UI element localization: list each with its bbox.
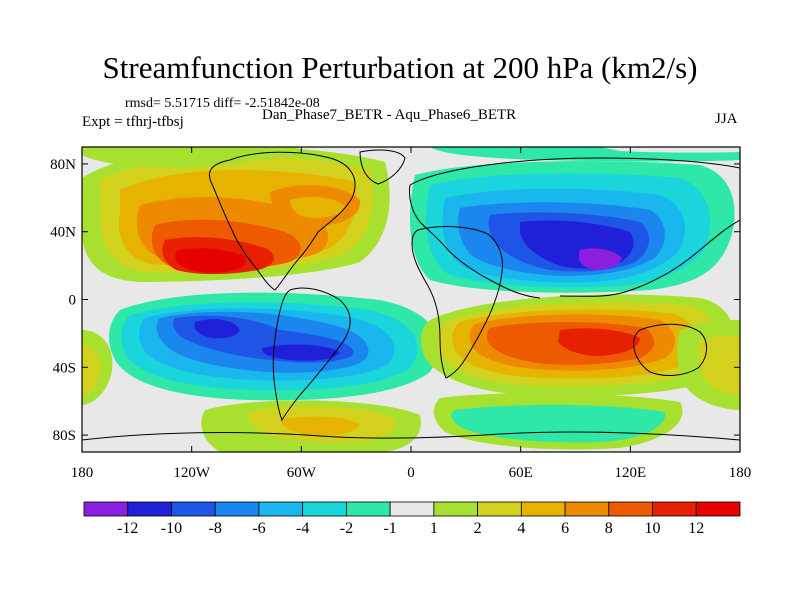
ioh-level-6 — [558, 328, 640, 356]
colorbar-swatch-2 — [171, 501, 216, 517]
north-pacific-high-contours — [82, 147, 390, 282]
spl-level-7 — [261, 344, 340, 361]
season-label: JJA — [715, 111, 738, 127]
coast-south-america — [272, 287, 351, 422]
streamfunction-field — [82, 147, 740, 452]
axis-ticks: 180 120W 60W 0 60E 120E 180 80N 40N 0 40S 80S — [50, 147, 751, 481]
colorbar-swatch-12 — [608, 501, 653, 517]
x-tick-label-0: 180 — [71, 465, 94, 481]
colorbar-swatch-13 — [652, 501, 697, 517]
colorbar-swatch-5 — [302, 501, 347, 517]
coastlines — [82, 149, 740, 441]
pc-level-1 — [82, 147, 300, 168]
coast-antarctica — [82, 431, 740, 441]
colorbar-label-12: 10 — [645, 520, 661, 537]
indian-ocean-high-contours — [420, 294, 736, 397]
stats-text: rmsd= 5.51715 diff= -2.51842e-08 — [125, 96, 320, 111]
nph-level-7 — [175, 248, 247, 273]
colorbar-label-13: 12 — [688, 520, 704, 537]
y-tick-label-4: 80S — [53, 428, 76, 444]
southern-ocean-high-contours — [82, 319, 740, 452]
colorbar-label-9: 4 — [517, 520, 525, 537]
colorbar-swatch-3 — [214, 501, 260, 517]
y-tick-label-3: 40S — [53, 360, 76, 376]
coast-africa — [411, 226, 503, 379]
colorbar-label-8: 2 — [474, 520, 482, 537]
colorbar-swatch-9 — [477, 501, 522, 517]
colorbar-label-1: -10 — [161, 520, 182, 537]
x-tick-label-5: 120E — [614, 465, 646, 481]
x-tick-label-3: 0 — [407, 465, 415, 481]
colorbar-swatch-14 — [695, 501, 741, 517]
coast-australia — [633, 323, 707, 376]
colorbar-label-7: 1 — [430, 520, 438, 537]
colorbar-swatch-8 — [433, 501, 479, 517]
x-tick-label-4: 60E — [509, 465, 533, 481]
sio-south-2 — [450, 404, 666, 443]
colorbar-label-0: -12 — [117, 520, 138, 537]
al-level-7 — [578, 248, 622, 270]
nah-level-2 — [290, 196, 345, 218]
coast-greenland — [359, 149, 406, 185]
x-tick-label-1: 120W — [173, 465, 211, 481]
colorbar-label-6: -1 — [383, 520, 396, 537]
y-tick-label-1: 40N — [50, 225, 76, 241]
colorbar-swatch-11 — [564, 501, 610, 517]
y-tick-label-2: 0 — [69, 293, 77, 309]
colorbar-label-2: -8 — [209, 520, 222, 537]
coast-eurasia — [409, 157, 740, 299]
coast-north-america — [208, 151, 356, 291]
colorbar-label-3: -6 — [252, 520, 265, 537]
colorbar-label-11: 8 — [605, 520, 613, 537]
polar-contours — [82, 147, 740, 168]
colorbar-swatch-10 — [520, 501, 566, 517]
colorbar-swatch-7 — [389, 501, 435, 517]
comparison-subtitle: Dan_Phase7_BETR - Aqu_Phase6_BETR — [262, 107, 517, 123]
spl-level-6 — [194, 319, 240, 339]
colorbar-swatch-0 — [83, 501, 129, 517]
chart-title: Streamfunction Perturbation at 200 hPa (… — [102, 50, 698, 85]
y-tick-label-0: 80N — [50, 157, 76, 173]
colorbar-swatch-4 — [258, 501, 304, 517]
soh-level-3 — [280, 416, 360, 436]
pc-level-3 — [600, 147, 740, 153]
colorbar-label-5: -2 — [340, 520, 353, 537]
experiment-label: Expt = tfhrj-tfbsj — [82, 114, 184, 130]
spo-right-2 — [698, 335, 740, 395]
colorbar: -12 -10 -8 -6 -4 -2 -1 1 2 4 6 8 10 12 — [83, 501, 741, 537]
colorbar-label-4: -4 — [296, 520, 309, 537]
asian-low-contours — [410, 161, 735, 293]
x-tick-label-2: 60W — [287, 465, 317, 481]
x-tick-label-6: 180 — [729, 465, 752, 481]
colorbar-swatch-6 — [345, 501, 391, 517]
colorbar-label-10: 6 — [561, 520, 569, 537]
colorbar-swatch-1 — [127, 501, 172, 517]
spo-left-2 — [82, 345, 101, 395]
